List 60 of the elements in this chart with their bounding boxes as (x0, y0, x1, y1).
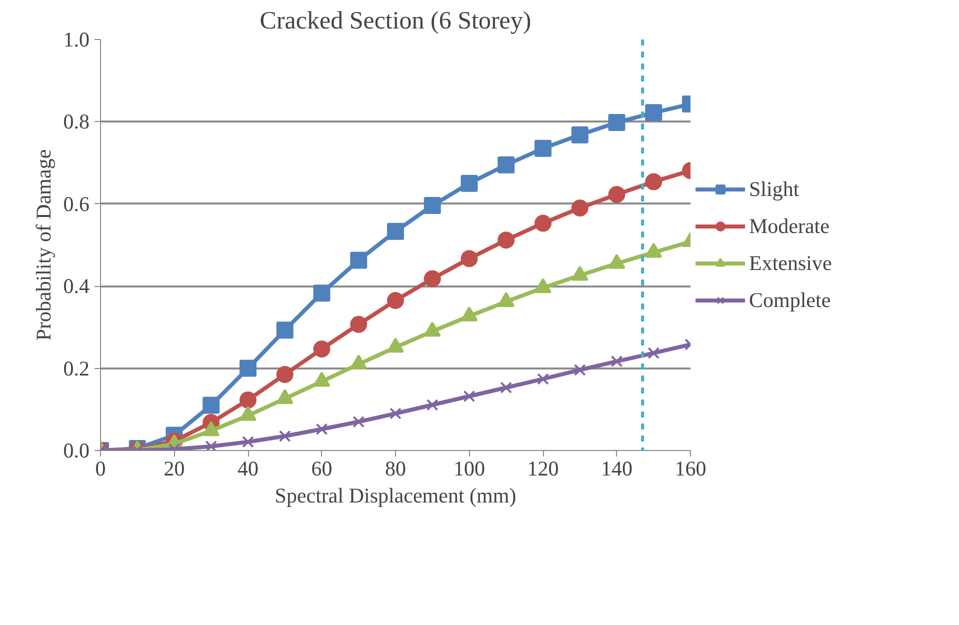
point (276, 322, 294, 339)
point (460, 174, 478, 192)
y-tick-label: 0.8 (63, 110, 90, 134)
y-axis-title: Probability of Damage (31, 149, 56, 341)
point (534, 140, 552, 157)
point (463, 390, 476, 402)
point (498, 156, 515, 174)
point (387, 292, 404, 309)
point (276, 366, 294, 383)
point (534, 214, 552, 232)
point (316, 423, 328, 436)
point (574, 364, 586, 376)
y-tick-label: 0.0 (63, 438, 90, 462)
point (608, 186, 626, 203)
y-tick-label: 0.2 (63, 356, 90, 380)
point (278, 430, 291, 442)
point (645, 173, 662, 190)
point (240, 391, 256, 408)
point (648, 347, 660, 360)
x-tick-label: 140 (601, 456, 632, 480)
point (240, 360, 256, 377)
point (610, 355, 623, 368)
x-axis-title: Spectral Displacement (mm) (274, 484, 516, 508)
point (460, 250, 478, 268)
x-tick-label: 60 (311, 456, 332, 480)
point (313, 284, 330, 302)
point (350, 316, 368, 333)
point (608, 114, 626, 132)
point (352, 416, 365, 428)
y-tick-label: 0.6 (63, 192, 90, 216)
x-tick-label: 100 (454, 456, 485, 480)
legend-label: Complete (749, 288, 831, 312)
x-tick-label: 120 (527, 456, 559, 480)
point (313, 340, 330, 358)
point (426, 398, 438, 411)
legend-label: Slight (749, 176, 800, 202)
chart-title: Cracked Section (6 Storey) (260, 8, 532, 34)
point (424, 270, 441, 288)
x-tick-label: 20 (164, 456, 185, 480)
point (500, 382, 512, 394)
point (242, 436, 254, 448)
y-tick-label: 0.4 (63, 274, 90, 298)
point (571, 200, 588, 216)
point (387, 222, 404, 240)
x-tick-label: 0 (95, 456, 106, 480)
point (205, 440, 218, 450)
point (350, 252, 368, 269)
point (645, 104, 662, 122)
point (390, 408, 402, 420)
y-tick-label: 1.0 (63, 28, 90, 52)
legend-label: Moderate (749, 214, 830, 238)
point (498, 232, 515, 249)
legend-label: Extensive (749, 250, 832, 276)
x-tick-label: 40 (238, 456, 258, 480)
x-tick-label: 160 (674, 456, 706, 480)
x-tick-label: 80 (385, 456, 406, 480)
point (424, 197, 441, 214)
point (202, 396, 220, 414)
point (571, 126, 588, 144)
point (537, 373, 549, 385)
